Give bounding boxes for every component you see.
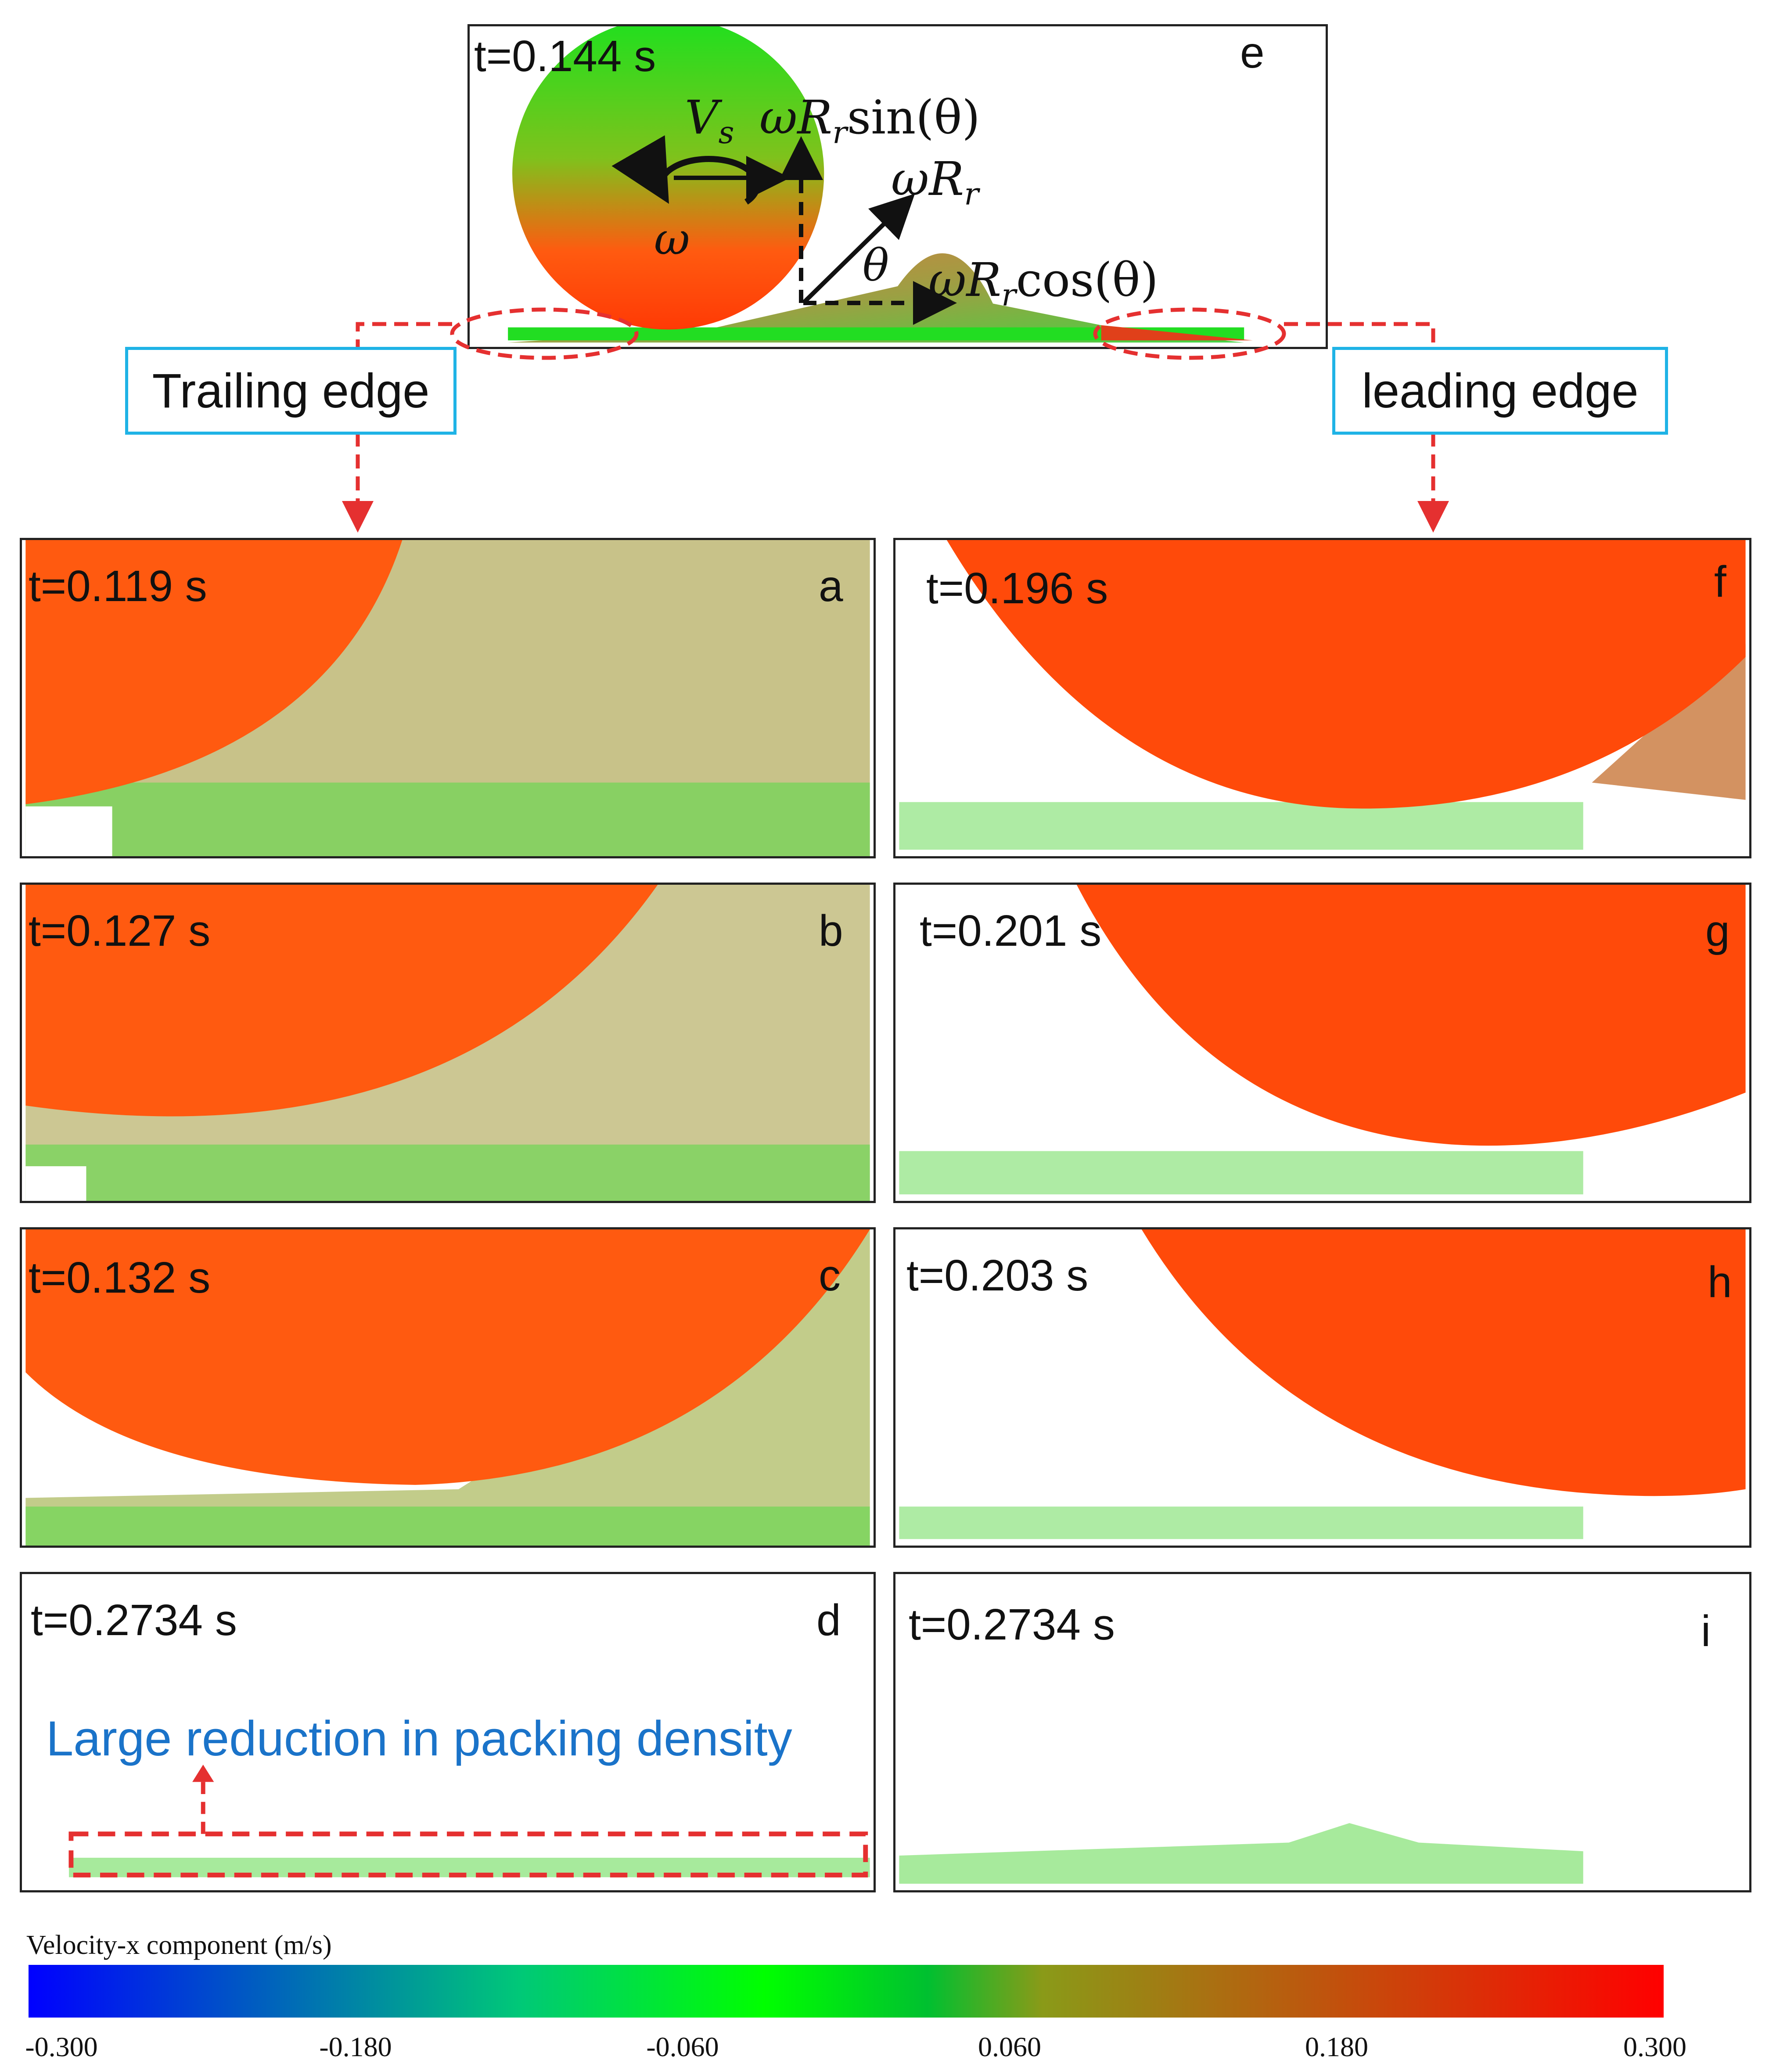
- eq-sin: ωRrsin(θ): [759, 90, 980, 151]
- powder-heap: [508, 253, 1244, 343]
- rotation-arrow: [611, 135, 760, 205]
- panel-time: t=0.127 s: [29, 906, 211, 955]
- panel-h: t=0.203 s h: [893, 1227, 1751, 1548]
- roller: [25, 885, 658, 1117]
- roller: [25, 1229, 870, 1485]
- panel-letter: b: [819, 906, 843, 955]
- panel-letter: c: [819, 1251, 841, 1300]
- panel-time: t=0.119 s: [29, 562, 207, 611]
- colorbar-tick: 0.180: [1305, 2031, 1368, 2062]
- packing-density-note: Large reduction in packing density: [46, 1711, 792, 1766]
- trailing-connector: [356, 322, 452, 356]
- panel-b: t=0.127 s b: [20, 883, 876, 1203]
- roller: [1076, 885, 1746, 1146]
- panel-f: t=0.196 s f: [893, 538, 1751, 858]
- panel-d: t=0.2734 s d Large reduction in packing …: [20, 1572, 876, 1892]
- panel-e-time: t=0.144 s: [474, 32, 656, 81]
- colorbar-tick: 0.300: [1623, 2031, 1686, 2062]
- arrows-svg: [342, 135, 1449, 533]
- colorbar-tick: 0.060: [978, 2031, 1041, 2062]
- panel-b-scene: [25, 885, 870, 1201]
- panel-f-scene: [899, 540, 1746, 850]
- panel-letter: h: [1708, 1258, 1732, 1307]
- colorbar-tick: -0.300: [25, 2031, 98, 2062]
- panel-g: t=0.201 s g: [893, 883, 1751, 1203]
- panel-time: t=0.2734 s: [31, 1596, 237, 1645]
- panel-a-scene: [25, 540, 870, 856]
- panel-letter: g: [1705, 906, 1730, 955]
- highlight-box: [68, 1831, 868, 1877]
- panel-c-scene: [25, 1229, 870, 1546]
- colorbar: [29, 1965, 1664, 2018]
- roller: [1141, 1229, 1746, 1496]
- panel-g-scene: [899, 885, 1746, 1195]
- leading-ellipse: [1093, 307, 1286, 360]
- panel-letter: a: [819, 562, 843, 611]
- panel-i-scene: [899, 1823, 1583, 1884]
- leading-connector: [1284, 322, 1435, 356]
- colorbar-title: Velocity-x component (m/s): [26, 1930, 332, 1960]
- eq-theta: θ: [863, 240, 889, 291]
- panel-time: t=0.2734 s: [909, 1600, 1115, 1649]
- panel-time: t=0.132 s: [29, 1253, 211, 1302]
- panel-letter: d: [816, 1596, 841, 1645]
- eq-cos: ωRrcos(θ): [928, 253, 1158, 314]
- colorbar-tick: -0.180: [319, 2031, 392, 2062]
- panel-e: t=0.144 s e: [467, 24, 1328, 349]
- eq-wr: ωRr: [891, 152, 979, 213]
- panel-i: t=0.2734 s i: [893, 1572, 1751, 1892]
- panel-time: t=0.201 s: [920, 906, 1102, 955]
- eq-vs: Vs: [685, 90, 734, 151]
- panel-a: t=0.119 s a: [20, 538, 876, 858]
- eq-omega: ω: [654, 213, 690, 265]
- panel-d-scene: [68, 1764, 870, 1877]
- roller: [25, 540, 403, 804]
- panel-c: t=0.132 s c: [20, 1227, 876, 1548]
- panel-time: t=0.196 s: [926, 564, 1108, 613]
- leading-edge-label: leading edge: [1332, 347, 1668, 435]
- roller: [946, 540, 1746, 809]
- panel-letter: i: [1701, 1607, 1711, 1656]
- trailing-edge-label: Trailing edge: [125, 347, 457, 435]
- colorbar-tick: -0.060: [646, 2031, 719, 2062]
- panel-time: t=0.203 s: [906, 1251, 1089, 1300]
- arrows-overlay: [0, 0, 1769, 571]
- trailing-ellipse: [450, 307, 639, 360]
- panel-h-scene: [899, 1229, 1746, 1539]
- wr-vector: [802, 194, 915, 305]
- panel-e-letter: e: [1240, 28, 1265, 77]
- panel-letter: f: [1714, 557, 1726, 606]
